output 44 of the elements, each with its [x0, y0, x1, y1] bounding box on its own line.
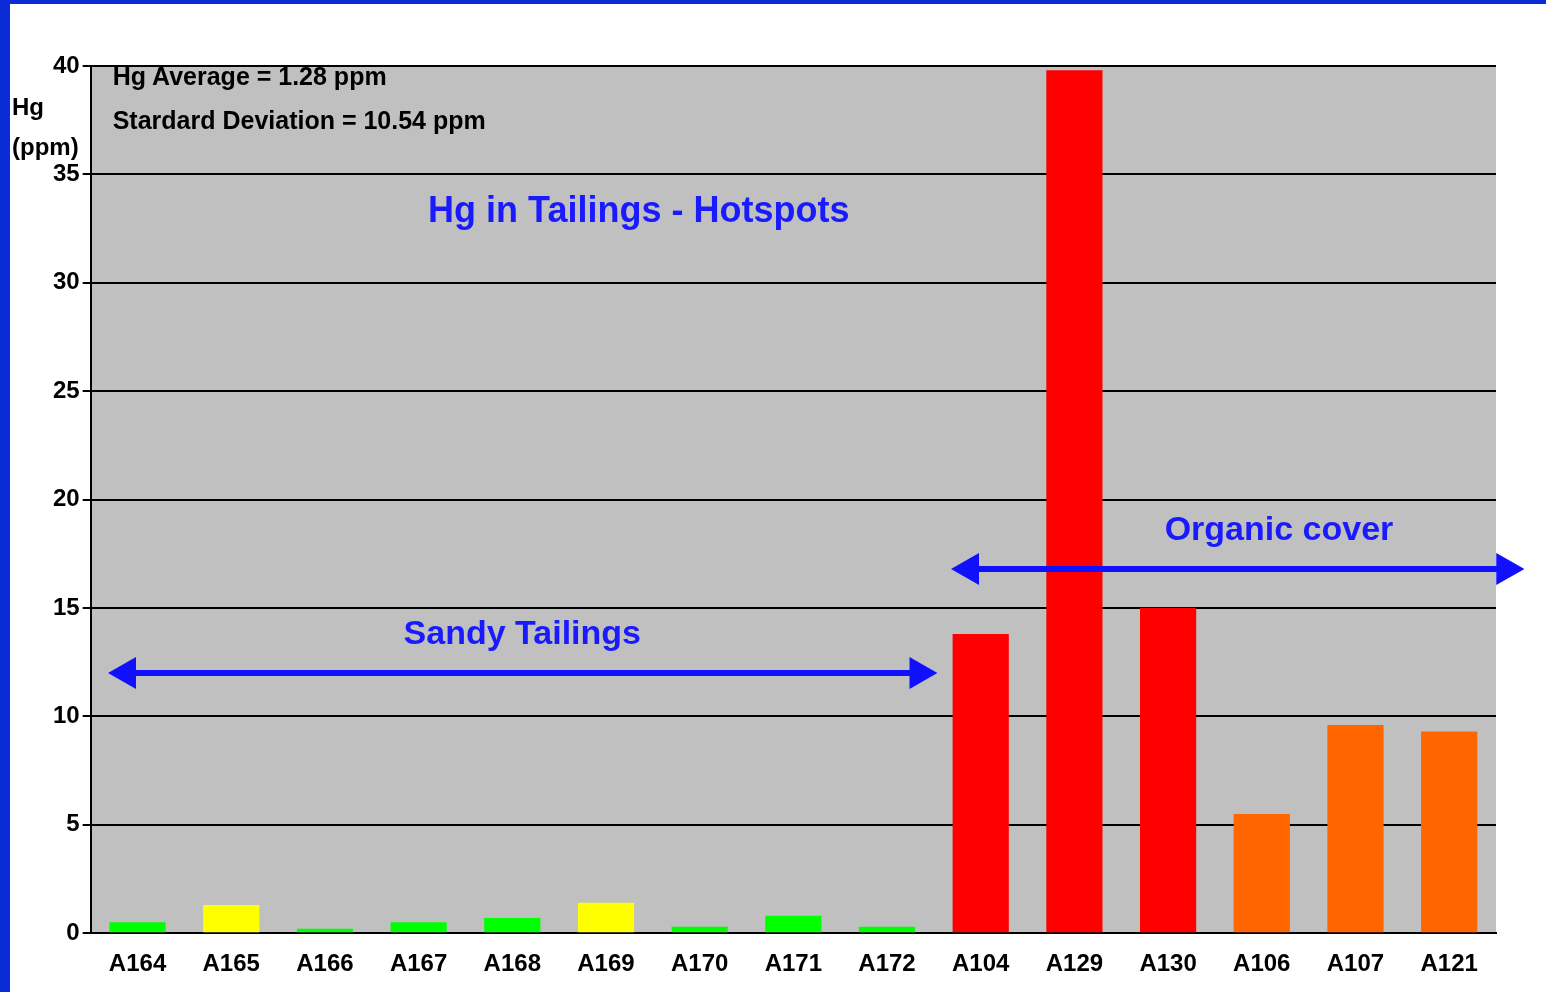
y-axis-title: Hg (ppm) — [12, 92, 79, 160]
bar — [1046, 70, 1103, 933]
x-tick-label: A129 — [1045, 949, 1104, 977]
text: Hg in Tailings - Hotspots — [428, 188, 850, 230]
annotation: Stardard Deviation = 10.54 ppm — [112, 105, 486, 134]
y-tick-label: 20 — [52, 484, 80, 512]
bar — [952, 634, 1009, 933]
bar — [1421, 731, 1478, 933]
annotation: Sandy Tailings — [403, 613, 641, 652]
bar — [858, 926, 916, 933]
bar — [109, 922, 166, 933]
bar — [1139, 608, 1197, 933]
bar — [203, 905, 260, 933]
y-tick-label: 40 — [52, 50, 80, 78]
x-tick-label: A171 — [764, 949, 823, 977]
x-tick-label: A170 — [670, 949, 729, 977]
bar — [484, 918, 541, 933]
x-tick-label: A169 — [577, 949, 635, 977]
x-tick-label: A106 — [1233, 949, 1291, 977]
bar — [765, 915, 822, 933]
x-tick-label: A104 — [952, 949, 1011, 977]
bar — [1327, 725, 1384, 933]
x-tick-label: A168 — [483, 949, 541, 977]
x-tick-label: A164 — [108, 949, 167, 977]
y-tick-label: 5 — [66, 809, 80, 837]
bar — [1233, 813, 1290, 933]
x-tick-label: A166 — [296, 949, 354, 977]
x-tick-label: A107 — [1326, 949, 1385, 977]
y-tick-label: 10 — [52, 701, 80, 729]
y-tick-label: 35 — [52, 159, 80, 187]
bar — [577, 902, 635, 933]
x-tick-label: A130 — [1139, 949, 1197, 977]
x-tick-label: A172 — [858, 949, 916, 977]
y-tick-label: 15 — [52, 592, 80, 620]
y-tick-label: 25 — [52, 375, 80, 403]
x-tick-label: A167 — [389, 949, 448, 977]
annotation: Hg Average = 1.28 ppm — [112, 61, 387, 90]
x-tick-label: A121 — [1420, 949, 1478, 977]
y-tick-label: 0 — [66, 917, 80, 945]
bar — [390, 922, 447, 933]
x-tick-label: A165 — [202, 949, 260, 977]
annotation: Organic cover — [1164, 509, 1394, 548]
y-tick-label: 30 — [52, 267, 80, 295]
bar — [671, 926, 728, 933]
